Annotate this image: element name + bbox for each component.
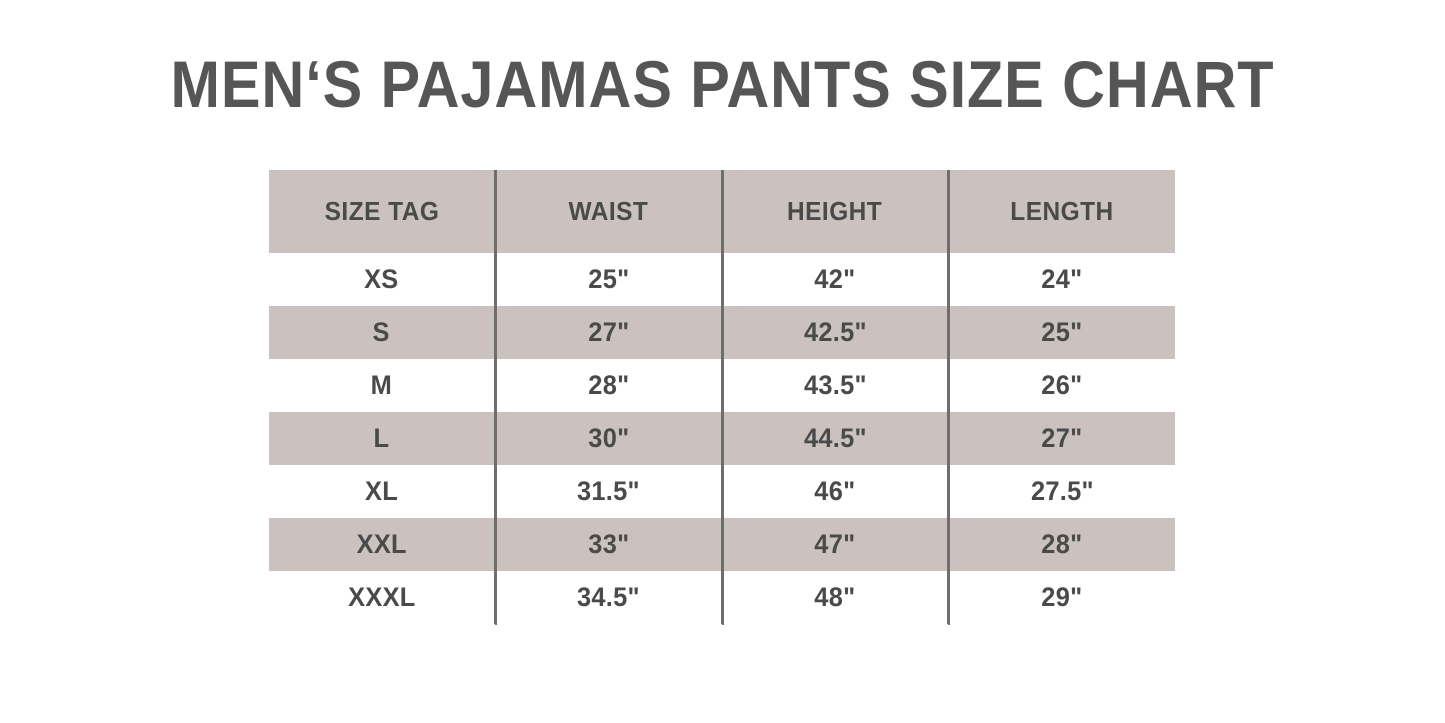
column-header-label: WAIST — [568, 196, 649, 226]
cell-height: 42" — [722, 253, 949, 306]
table-row: M 28" 43.5" 26" — [269, 359, 1175, 412]
cell-value: 42" — [814, 264, 856, 294]
cell-value: 42.5" — [803, 317, 867, 347]
cell-height: 44.5" — [722, 412, 949, 465]
cell-value: 24" — [1041, 264, 1083, 294]
cell-waist: 27" — [495, 306, 723, 359]
column-header-length: LENGTH — [948, 170, 1175, 253]
table-row: XL 31.5" 46" 27.5" — [269, 465, 1175, 518]
page-title: MEN‘S PAJAMAS PANTS SIZE CHART — [170, 47, 1275, 121]
cell-waist: 30" — [495, 412, 723, 465]
cell-value: XXXL — [347, 582, 416, 612]
cell-waist: 34.5" — [495, 571, 723, 624]
column-header-label: HEIGHT — [787, 196, 883, 226]
cell-value: 47" — [814, 529, 856, 559]
cell-size-tag: XXL — [269, 518, 496, 571]
cell-length: 29" — [948, 571, 1175, 624]
cell-value: 29" — [1041, 582, 1083, 612]
cell-length: 28" — [948, 518, 1175, 571]
table-header-row: SIZE TAG WAIST HEIGHT LENGTH — [269, 170, 1175, 253]
cell-value: 27.5" — [1030, 476, 1094, 506]
cell-value: 27" — [1041, 423, 1083, 453]
table-row: XS 25" 42" 24" — [269, 253, 1175, 306]
cell-size-tag: XXXL — [269, 571, 496, 624]
column-header-label: SIZE TAG — [324, 196, 439, 226]
cell-value: S — [372, 317, 391, 347]
cell-value: 48" — [814, 582, 856, 612]
column-header-height: HEIGHT — [722, 170, 949, 253]
cell-value: 46" — [814, 476, 856, 506]
cell-value: XXL — [356, 529, 407, 559]
size-chart-table-container: SIZE TAG WAIST HEIGHT LENGTH XS 2 — [269, 170, 1175, 625]
cell-size-tag: M — [269, 359, 496, 412]
cell-value: XL — [364, 476, 398, 506]
cell-waist: 31.5" — [495, 465, 723, 518]
table-header: SIZE TAG WAIST HEIGHT LENGTH — [269, 170, 1175, 253]
column-header-waist: WAIST — [495, 170, 723, 253]
column-header-label: LENGTH — [1010, 196, 1114, 226]
cell-value: 43.5" — [803, 370, 867, 400]
cell-height: 46" — [722, 465, 949, 518]
table-row: L 30" 44.5" 27" — [269, 412, 1175, 465]
cell-value: 28" — [587, 370, 630, 400]
cell-value: 25" — [1041, 317, 1083, 347]
cell-height: 43.5" — [722, 359, 949, 412]
cell-value: 28" — [1041, 529, 1083, 559]
cell-value: 34.5" — [577, 582, 640, 612]
table-body: XS 25" 42" 24" S 27" 42.5" 25" M 28" 43.… — [269, 253, 1175, 624]
cell-size-tag: XS — [269, 253, 496, 306]
cell-length: 25" — [948, 306, 1175, 359]
cell-value: 25" — [587, 264, 630, 294]
cell-length: 27" — [948, 412, 1175, 465]
cell-value: 33" — [587, 529, 630, 559]
cell-length: 27.5" — [948, 465, 1175, 518]
column-header-size-tag: SIZE TAG — [269, 170, 496, 253]
cell-waist: 28" — [495, 359, 723, 412]
cell-waist: 33" — [495, 518, 723, 571]
cell-value: XS — [364, 264, 399, 294]
size-chart-table: SIZE TAG WAIST HEIGHT LENGTH XS 2 — [269, 170, 1175, 624]
cell-size-tag: S — [269, 306, 496, 359]
table-row: XXXL 34.5" 48" 29" — [269, 571, 1175, 624]
cell-height: 42.5" — [722, 306, 949, 359]
cell-value: L — [373, 423, 390, 453]
cell-length: 24" — [948, 253, 1175, 306]
cell-height: 47" — [722, 518, 949, 571]
cell-value: 31.5" — [577, 476, 640, 506]
cell-waist: 25" — [495, 253, 723, 306]
table-row: S 27" 42.5" 25" — [269, 306, 1175, 359]
cell-value: 27" — [587, 317, 630, 347]
table-row: XXL 33" 47" 28" — [269, 518, 1175, 571]
cell-height: 48" — [722, 571, 949, 624]
cell-length: 26" — [948, 359, 1175, 412]
cell-size-tag: L — [269, 412, 496, 465]
cell-value: 26" — [1041, 370, 1083, 400]
cell-value: 30" — [587, 423, 630, 453]
cell-value: M — [370, 370, 393, 400]
cell-size-tag: XL — [269, 465, 496, 518]
cell-value: 44.5" — [803, 423, 867, 453]
